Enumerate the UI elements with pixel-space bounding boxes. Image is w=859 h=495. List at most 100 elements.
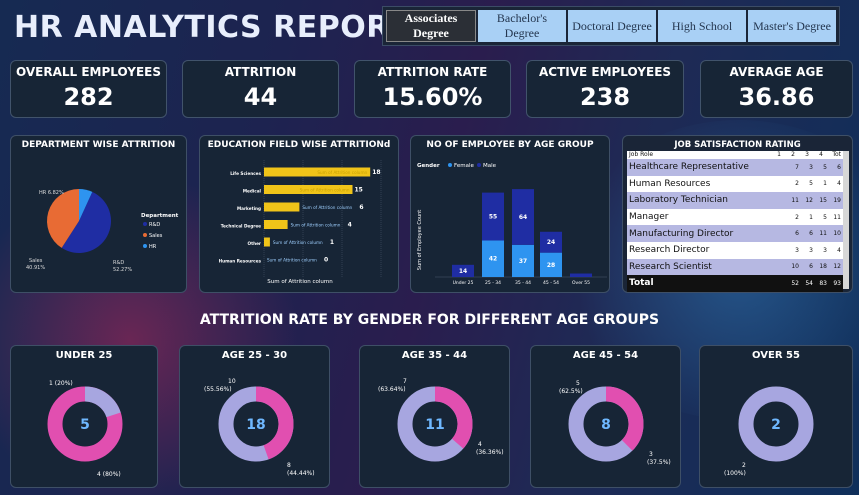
cell: 5 [823,213,827,221]
table-row[interactable]: Healthcare Representative 7 3 5 6 [627,159,843,176]
slicer-masters[interactable]: Master's Degree [748,10,836,42]
donut-center-value: 5 [80,417,90,433]
cell [773,159,787,176]
bar-series-label: Sum of Attrition column [273,240,323,245]
table-row[interactable]: Human Resources 2 5 1 4 [627,175,843,193]
kpi-active-employees: ACTIVE EMPLOYEES 238 [526,60,684,118]
pie-label-sales-value: 40.91% [26,265,45,271]
bar-series-label: Sum of Attrition column [300,188,350,193]
table-scrollbar[interactable] [843,151,849,289]
table-row[interactable]: Laboratory Technician 11 12 15 19 [627,192,843,209]
bar[interactable] [264,237,270,247]
header-job-role: Job Role [629,151,654,158]
bar-series-label: Sum of Attrition column [291,223,341,228]
donut-card-under-25: UNDER 25 5 1 (20%) 4 (80%) [10,345,158,488]
pie-slice-hr[interactable] [79,189,93,221]
legend-title: Department [141,213,179,219]
bar-male[interactable] [512,189,534,245]
x-tick-label: Under 25 [453,280,474,286]
bar-value-label: 15 [355,187,363,194]
table-row[interactable]: Manufacturing Director 6 6 11 10 [627,225,843,242]
donut-center-value: 18 [246,417,265,433]
kpi-value: 238 [579,83,631,111]
table-row[interactable]: Research Scientist 10 6 18 12 [627,258,843,276]
donut-label-2: 4 (80%) [97,471,121,478]
cell: 11 [819,230,827,238]
donut-segment-female[interactable] [568,386,644,462]
bar-female[interactable] [482,240,504,277]
bar[interactable] [264,185,353,194]
donut-center-value: 2 [771,417,781,433]
job-satisfaction-table: Job Role 1 2 3 4 Tot Healthcare Represen… [627,151,843,292]
bar[interactable] [264,220,288,229]
slicer-high-school[interactable]: High School [658,10,746,42]
x-tick-label: 35 - 44 [515,280,531,286]
department-pie-chart: HR 6.82% Sales 40.91% R&D 52.27% Departm… [26,189,179,273]
legend-rd: R&D [149,222,160,228]
legend-dot-female [448,163,452,167]
table-row[interactable]: Manager 2 1 5 11 [627,208,843,226]
bar-value-label: 1 [330,239,334,246]
donut-segment-male[interactable] [738,386,814,462]
cell-role: Healthcare Representative [629,162,749,173]
bar-male[interactable] [452,264,474,277]
donut-card-over-55: OVER 55 2 2 (100%) [699,345,853,488]
category-label: Other [248,241,262,246]
donut-segment-female[interactable] [397,386,473,462]
slicer-associates[interactable]: Associates Degree [386,10,476,42]
x-tick-label: Over 55 [572,280,590,286]
cell: 3 [809,163,813,171]
category-label: Life Sciences [230,171,261,176]
bar-male[interactable] [570,273,592,277]
cell-role: Research Scientist [629,261,712,272]
table-total-row: Total 52 54 83 93 [627,275,843,292]
donut-label-1-pct: (55.56%) [204,386,232,393]
bar[interactable] [264,167,371,177]
legend-title: Gender [417,163,440,169]
x-tick-label: 25 - 34 [485,280,501,286]
pie-slice-sales[interactable] [47,189,80,248]
bar-male[interactable] [482,192,504,241]
bar-value-label: 4 [348,222,352,229]
header-1: 1 [777,151,781,158]
cell [773,176,787,193]
donut-title: AGE 25 - 30 [221,350,288,361]
donut-title: AGE 35 - 44 [401,350,468,361]
pie-slice-rd[interactable] [61,191,111,253]
kpi-label: OVERALL EMPLOYEES [15,65,161,79]
cell: 1 [809,213,813,221]
slicer-doctoral[interactable]: Doctoral Degree [568,10,656,42]
bar-value-label: 6 [359,204,363,211]
donut-card-age-25-30: AGE 25 - 30 18 10 (55.56%) 8 (44.44%) [179,345,330,488]
cell: 6 [837,163,841,171]
cell: 19 [833,196,841,204]
bar-value-label: 37 [519,258,527,265]
bar-value-label: 28 [547,262,555,269]
bar[interactable] [264,202,300,212]
cell [773,242,787,259]
donut-segment-male[interactable] [47,386,123,462]
donut-chart: 5 1 (20%) 4 (80%) [47,380,123,478]
x-axis-label: Sum of Attrition column [267,279,333,285]
section-title: ATTRITION RATE BY GENDER FOR DIFFERENT A… [199,312,660,328]
pie-label-hr: HR 6.82% [39,190,64,196]
donut-chart: 18 10 (55.56%) 8 (44.44%) [204,378,315,477]
bar-value-label: 0 [324,257,328,264]
table-body: Healthcare Representative 7 3 5 6 Human Reso… [627,159,843,292]
bar-female[interactable] [540,252,562,277]
cell: 18 [819,263,827,271]
slicer-bachelors[interactable]: Bachelor's Degree [478,10,566,42]
donut-chart: 11 7 (63.64%) 4 (36.36%) [378,378,504,462]
cell [773,275,787,292]
cell: 93 [833,279,841,287]
table-row[interactable]: Research Director 3 3 3 4 [627,241,843,259]
bar-value-label: 14 [459,268,467,275]
cell: 10 [791,263,799,271]
chart-title: NO OF EMPLOYEE BY AGE GROUP [426,140,594,150]
legend-hr: HR [149,244,157,250]
donut-chart: 2 2 (100%) [724,386,814,477]
donut-label-2-pct: (44.44%) [287,470,315,477]
bar-female[interactable] [512,244,534,277]
bar-male[interactable] [540,231,562,253]
donut-segment-female[interactable] [218,386,294,462]
